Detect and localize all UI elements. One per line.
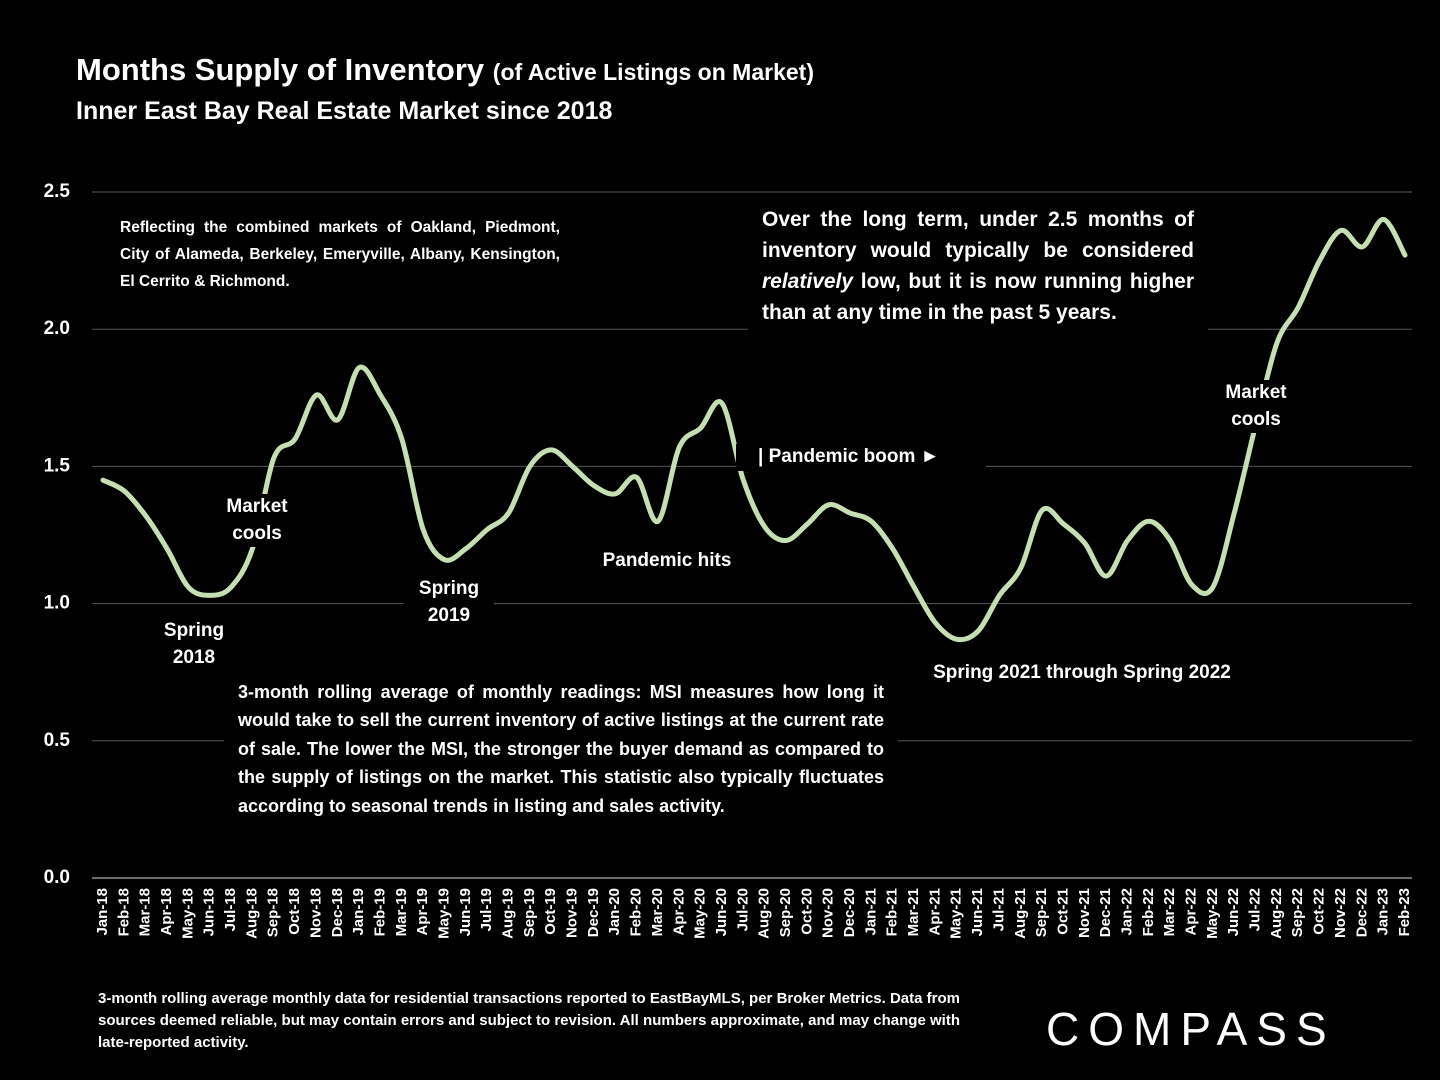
x-tick-label: Mar-19: [393, 888, 410, 936]
x-tick-label: Sep-18: [265, 888, 282, 937]
x-tick-label: Dec-20: [841, 888, 858, 937]
x-tick-label: Jul-21: [990, 888, 1007, 931]
annotation: Market cools: [1212, 380, 1300, 434]
x-tick-label: Apr-19: [414, 888, 431, 936]
x-tick-label: Jun-21: [969, 888, 986, 936]
x-tick-label: Dec-21: [1097, 888, 1114, 937]
x-tick-label: Jul-22: [1247, 888, 1264, 931]
x-tick-label: Dec-22: [1353, 888, 1370, 937]
x-tick-label: Jan-22: [1118, 888, 1135, 936]
x-tick-label: May-22: [1204, 888, 1221, 939]
note-part: low, but it is now running higher than a…: [762, 270, 1194, 325]
x-tick-label: Mar-18: [137, 888, 154, 936]
x-tick-label: Jun-18: [201, 888, 218, 936]
x-tick-label: Aug-20: [756, 888, 773, 939]
x-tick-label: Jan-19: [350, 888, 367, 936]
chart-title-suffix: (of Active Listings on Market): [492, 59, 814, 85]
annotation: Spring 2021 through Spring 2022: [908, 660, 1256, 687]
x-tick-label: Apr-21: [926, 888, 943, 936]
annotation: Spring 2019: [404, 576, 494, 630]
x-tick-label: Aug-18: [243, 888, 260, 939]
y-tick-label: 1.5: [44, 455, 71, 476]
x-tick-label: Feb-20: [628, 888, 645, 936]
markets-note: Reflecting the combined markets of Oakla…: [120, 219, 560, 291]
x-tick-label: Nov-21: [1076, 888, 1093, 938]
annotation: Pandemic hits: [600, 548, 734, 575]
x-tick-label: Oct-19: [542, 888, 559, 935]
x-tick-label: Jan-20: [606, 888, 623, 936]
long-term-note: Over the long term, under 2.5 months of …: [748, 200, 1208, 339]
x-tick-label: Sep-21: [1033, 888, 1050, 937]
x-tick-label: Sep-20: [777, 888, 794, 937]
x-tick-label: May-21: [948, 888, 965, 939]
y-tick-label: 2.5: [44, 181, 71, 202]
x-tick-label: Jan-18: [94, 888, 111, 936]
x-tick-label: Jun-20: [713, 888, 730, 936]
x-tick-label: Jun-22: [1225, 888, 1242, 936]
chart-title-block: Months Supply of Inventory (of Active Li…: [76, 52, 814, 88]
x-tick-label: May-19: [435, 888, 452, 939]
annotation: Market cools: [212, 494, 302, 548]
x-tick-label: Jul-18: [222, 888, 239, 931]
data-line: [100, 216, 1408, 643]
x-tick-label: Oct-20: [798, 888, 815, 935]
annotation: | Pandemic boom ►: [736, 444, 986, 471]
x-tick-label: May-20: [692, 888, 709, 939]
x-tick-label: Apr-20: [670, 888, 687, 936]
x-tick-label: Sep-22: [1289, 888, 1306, 937]
x-tick-label: Nov-19: [564, 888, 581, 938]
x-tick-label: Dec-18: [329, 888, 346, 937]
x-tick-label: Apr-22: [1183, 888, 1200, 936]
x-tick-label: Nov-18: [307, 888, 324, 938]
annotation: Spring 2018: [150, 618, 238, 672]
y-tick-label: 0.0: [44, 867, 70, 888]
x-tick-label: Dec-19: [585, 888, 602, 937]
x-tick-label: Jul-20: [734, 888, 751, 931]
note-emphasis: relatively: [762, 270, 854, 294]
y-tick-label: 2.0: [44, 318, 70, 339]
note-part: Over the long term, under 2.5 months of …: [762, 208, 1194, 263]
x-tick-label: Jun-19: [457, 888, 474, 936]
chart-subtitle: Inner East Bay Real Estate Market since …: [76, 97, 613, 125]
x-tick-label: Feb-18: [115, 888, 132, 936]
x-tick-label: Nov-20: [820, 888, 837, 938]
x-tick-label: Aug-22: [1268, 888, 1285, 939]
x-tick-label: Feb-21: [884, 888, 901, 936]
msi-note: 3-month rolling average of monthly readi…: [224, 678, 898, 827]
x-tick-label: Jul-19: [478, 888, 495, 931]
x-tick-label: Nov-22: [1332, 888, 1349, 938]
chart-title: Months Supply of Inventory: [76, 52, 485, 87]
x-tick-label: Mar-20: [649, 888, 666, 936]
y-tick-label: 1.0: [44, 593, 70, 614]
x-tick-label: Oct-22: [1311, 888, 1328, 935]
x-tick-label: Mar-22: [1161, 888, 1178, 936]
x-tick-label: Aug-19: [500, 888, 517, 939]
y-tick-label: 0.5: [44, 730, 71, 751]
x-tick-label: Aug-21: [1012, 888, 1029, 939]
x-tick-label: Feb-22: [1140, 888, 1157, 936]
x-tick-label: May-18: [179, 888, 196, 939]
logo: COMPASS: [1046, 1003, 1336, 1055]
footnote: 3-month rolling average monthly data for…: [98, 990, 960, 1051]
x-tick-label: Jan-21: [862, 888, 879, 936]
x-tick-label: Oct-18: [286, 888, 303, 935]
x-tick-label: Feb-19: [371, 888, 388, 936]
x-tick-label: Sep-19: [521, 888, 538, 937]
x-tick-label: Oct-21: [1054, 888, 1071, 935]
x-tick-label: Mar-21: [905, 888, 922, 936]
x-tick-label: Apr-18: [158, 888, 175, 936]
x-tick-label: Feb-23: [1396, 888, 1413, 936]
x-tick-label: Jan-23: [1375, 888, 1392, 936]
